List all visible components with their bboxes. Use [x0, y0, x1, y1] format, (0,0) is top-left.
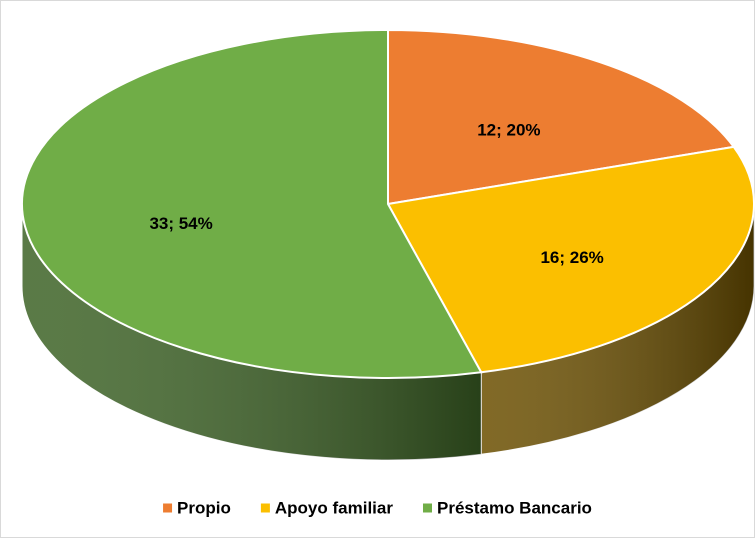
data-label: 16; 26%	[540, 248, 603, 267]
data-label: 12; 20%	[477, 121, 540, 140]
legend-swatch	[422, 503, 432, 513]
pie-side-shade	[22, 204, 482, 460]
pie-slice	[21, 28, 483, 379]
legend-label: Préstamo Bancario	[437, 498, 592, 517]
legend-swatch	[163, 503, 173, 513]
pie-slice	[386, 145, 755, 374]
legend-label: Propio	[177, 498, 231, 517]
data-label: 33; 54%	[149, 214, 212, 233]
pie-side-shade	[481, 204, 754, 455]
legend-label: Apoyo familiar	[275, 498, 393, 517]
legend-swatch	[260, 503, 270, 513]
